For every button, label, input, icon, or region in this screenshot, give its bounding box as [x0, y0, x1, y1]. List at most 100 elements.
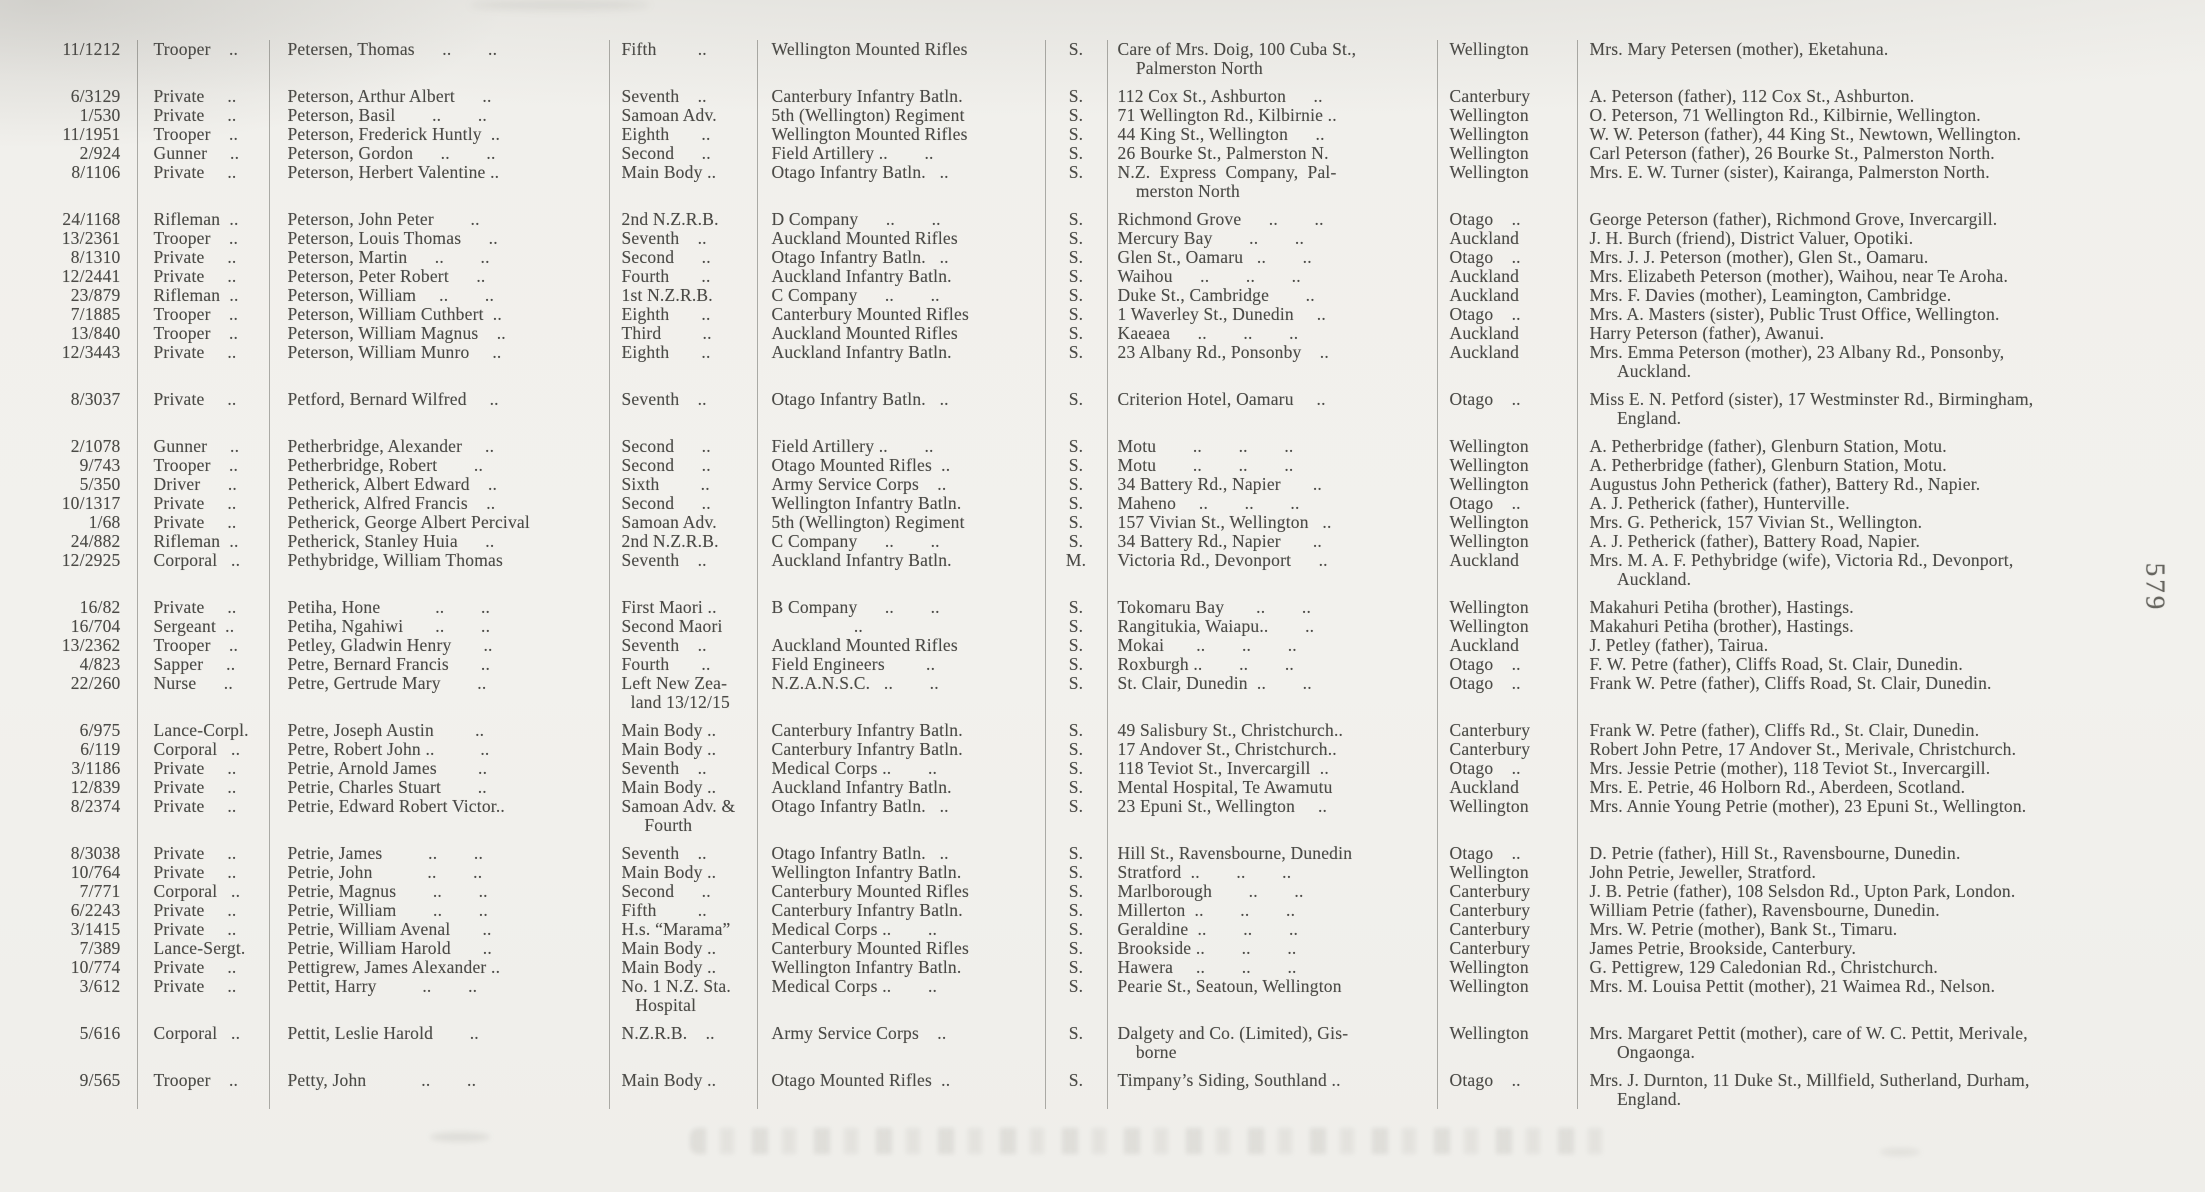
- cell-reinforcement: Second ..: [609, 144, 758, 163]
- table-row: 9/565 Trooper .. Petty, John .. .. Main …: [55, 1062, 2135, 1109]
- cell-next-of-kin: F. W. Petre (father), Cliffs Road, St. C…: [1589, 654, 1963, 674]
- cell-reinforcement: Seventh ..: [609, 381, 758, 428]
- cell-marital-status: S.: [1045, 1015, 1108, 1062]
- cell-marital-status: S.: [1045, 636, 1108, 655]
- table-row: 12/2925 Corporal .. Pethybridge, William…: [55, 551, 2135, 589]
- cell-name: Petre, Bernard Francis ..: [269, 655, 610, 674]
- cell-address: Timpany’s Siding, Southland ..: [1107, 1062, 1438, 1109]
- cell-district: Wellington: [1437, 456, 1578, 475]
- cell-marital-status: S.: [1045, 617, 1108, 636]
- cell-unit: Field Engineers ..: [757, 655, 1046, 674]
- cell-reinforcement: Main Body ..: [609, 740, 758, 759]
- cell-reinforcement: Eighth ..: [609, 343, 758, 381]
- cell-service-number: 7/389: [55, 939, 138, 958]
- table-row: 11/1951 Trooper .. Peterson, Frederick H…: [55, 125, 2135, 144]
- cell-district: Otago ..: [1437, 1062, 1578, 1109]
- cell-address: Mental Hospital, Te Awamutu: [1107, 778, 1438, 797]
- cell-service-number: 12/3443: [55, 343, 138, 381]
- cell-service-number: 8/1310: [55, 248, 138, 267]
- cell-rank: Trooper ..: [137, 324, 270, 343]
- cell-unit: Wellington Mounted Rifles: [757, 125, 1046, 144]
- cell-name: Pettigrew, James Alexander ..: [269, 958, 610, 977]
- cell-marital-status: S.: [1045, 78, 1108, 106]
- cell-rank: Private ..: [137, 759, 270, 778]
- cell-marital-status: S.: [1045, 229, 1108, 248]
- cell-next-of-kin: Harry Peterson (father), Awanui.: [1589, 323, 1825, 343]
- cell-unit: Canterbury Infantry Batln.: [757, 740, 1046, 759]
- cell-rank: Driver ..: [137, 475, 270, 494]
- cell-next-of-kin: Carl Peterson (father), 26 Bourke St., P…: [1589, 143, 1995, 163]
- cell-district: Canterbury: [1437, 740, 1578, 759]
- cell-service-number: 6/2243: [55, 901, 138, 920]
- cell-next-of-kin: Makahuri Petiha (brother), Hastings.: [1589, 616, 1854, 636]
- cell-rank: Trooper ..: [137, 229, 270, 248]
- cell-marital-status: S.: [1045, 655, 1108, 674]
- cell-rank: Private ..: [137, 977, 270, 1015]
- cell-service-number: 6/119: [55, 740, 138, 759]
- cell-reinforcement: Eighth ..: [609, 305, 758, 324]
- cell-rank: Gunner ..: [137, 428, 270, 456]
- cell-next-of-kin: D. Petrie (father), Hill St., Ravensbour…: [1589, 843, 1961, 863]
- cell-name: Peterson, Arthur Albert ..: [269, 78, 610, 106]
- scan-artifact-ghost-text: [690, 1128, 1610, 1154]
- cell-district: Canterbury: [1437, 712, 1578, 740]
- cell-name: Petrie, Edward Robert Victor..: [269, 797, 610, 835]
- table-row: 5/616 Corporal .. Pettit, Leslie Harold …: [55, 1015, 2135, 1062]
- cell-marital-status: S.: [1045, 589, 1108, 617]
- cell-unit: Field Artillery .. ..: [757, 144, 1046, 163]
- cell-rank: Trooper ..: [137, 125, 270, 144]
- cell-service-number: 5/350: [55, 475, 138, 494]
- cell-rank: Private ..: [137, 78, 270, 106]
- cell-marital-status: S.: [1045, 248, 1108, 267]
- cell-address: Geraldine .. .. ..: [1107, 920, 1438, 939]
- cell-rank: Rifleman ..: [137, 286, 270, 305]
- cell-next-of-kin: George Peterson (father), Richmond Grove…: [1589, 209, 1998, 229]
- cell-unit: Army Service Corps ..: [757, 475, 1046, 494]
- cell-rank: Trooper ..: [137, 305, 270, 324]
- cell-rank: Rifleman ..: [137, 532, 270, 551]
- cell-reinforcement: Fifth ..: [609, 40, 758, 78]
- cell-reinforcement: Second Maori: [609, 617, 758, 636]
- cell-service-number: 13/2361: [55, 229, 138, 248]
- cell-reinforcement: Seventh ..: [609, 759, 758, 778]
- cell-district: Wellington: [1437, 958, 1578, 977]
- cell-rank: Gunner ..: [137, 144, 270, 163]
- cell-name: Petrie, William Avenal ..: [269, 920, 610, 939]
- cell-district: Wellington: [1437, 513, 1578, 532]
- cell-district: Canterbury: [1437, 882, 1578, 901]
- cell-reinforcement: Seventh ..: [609, 835, 758, 863]
- cell-service-number: 8/3037: [55, 381, 138, 428]
- cell-district: Otago ..: [1437, 655, 1578, 674]
- cell-reinforcement: Seventh ..: [609, 78, 758, 106]
- cell-address: 34 Battery Rd., Napier ..: [1107, 532, 1438, 551]
- cell-marital-status: S.: [1045, 201, 1108, 229]
- cell-unit: Otago Infantry Batln. ..: [757, 248, 1046, 267]
- cell-name: Peterson, Peter Robert ..: [269, 267, 610, 286]
- cell-address: Criterion Hotel, Oamaru ..: [1107, 381, 1438, 428]
- cell-reinforcement: Second ..: [609, 882, 758, 901]
- cell-marital-status: S.: [1045, 324, 1108, 343]
- cell-reinforcement: Seventh ..: [609, 229, 758, 248]
- cell-marital-status: S.: [1045, 144, 1108, 163]
- table-row: 8/3038 Private .. Petrie, James .. .. Se…: [55, 835, 2135, 863]
- cell-next-of-kin: Mrs. Margaret Pettit (mother), care of W…: [1589, 1023, 2028, 1062]
- cell-name: Petherick, Albert Edward ..: [269, 475, 610, 494]
- cell-marital-status: S.: [1045, 901, 1108, 920]
- cell-next-of-kin: Mrs. J. Durnton, 11 Duke St., Millfield,…: [1589, 1070, 2030, 1109]
- cell-service-number: 12/2925: [55, 551, 138, 589]
- cell-service-number: 3/1186: [55, 759, 138, 778]
- cell-service-number: 7/771: [55, 882, 138, 901]
- cell-address: Pearie St., Seatoun, Wellington: [1107, 977, 1438, 1015]
- cell-next-of-kin: Mrs. E. Petrie, 46 Holborn Rd., Aberdeen…: [1589, 777, 1966, 797]
- cell-name: Petrie, Magnus .. ..: [269, 882, 610, 901]
- cell-reinforcement: 2nd N.Z.R.B.: [609, 532, 758, 551]
- cell-marital-status: S.: [1045, 286, 1108, 305]
- table-row: 24/882 Rifleman .. Petherick, Stanley Hu…: [55, 532, 2135, 551]
- table-row: 6/975 Lance-Corpl. Petre, Joseph Austin …: [55, 712, 2135, 740]
- cell-reinforcement: Main Body ..: [609, 939, 758, 958]
- cell-district: Auckland: [1437, 286, 1578, 305]
- cell-reinforcement: Main Body ..: [609, 163, 758, 201]
- cell-service-number: 5/616: [55, 1015, 138, 1062]
- cell-name: Pethybridge, William Thomas: [269, 551, 610, 589]
- cell-name: Peterson, Gordon .. ..: [269, 144, 610, 163]
